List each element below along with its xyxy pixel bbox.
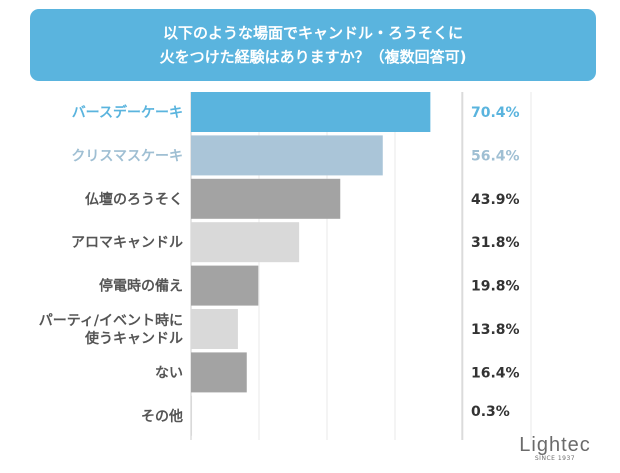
chart-title-line2: 火をつけた経験はありますか？（複数回答可) <box>159 48 467 66</box>
value-label-1: 70.4% <box>471 105 520 121</box>
lightec-logo: Lightec SINCE 1937 <box>510 435 600 469</box>
category-label-7: ない <box>155 365 183 381</box>
value-label-2: 56.4% <box>471 148 520 164</box>
category-label-5: 停電時の備え <box>99 278 183 295</box>
bar-8 <box>191 395 193 436</box>
bar-4 <box>191 222 300 263</box>
value-label-5: 19.8% <box>471 279 520 295</box>
bar-6 <box>191 309 238 349</box>
category-label-1: バースデーケーキ <box>72 104 183 121</box>
bar-3 <box>191 178 341 219</box>
bar-2 <box>191 135 383 176</box>
bar-1 <box>191 92 431 132</box>
value-label-6: 13.8% <box>471 322 520 338</box>
chart-title-banner: 以下のような場面でキャンドル・ろうそくに 火をつけた経験はありますか？（複数回答… <box>30 9 596 81</box>
category-label-8: その他 <box>141 408 183 425</box>
category-label-4: アロマキャンドル <box>71 235 183 251</box>
value-label-3: 43.9% <box>471 192 520 208</box>
logo-word: Lightec <box>519 434 591 456</box>
logo-tagline: SINCE 1937 <box>534 455 576 462</box>
category-label-6: パーティ/イベント時に使うキャンドル <box>39 312 183 347</box>
value-label-7: 16.4% <box>471 365 520 381</box>
category-label-3: 仏壇のろうそく <box>85 191 183 208</box>
bar-5 <box>191 265 259 306</box>
value-label-8: 0.3% <box>471 404 510 420</box>
value-label-4: 31.8% <box>471 235 520 251</box>
bar-7 <box>191 352 247 393</box>
chart-title-line1: 以下のような場面でキャンドル・ろうそくに <box>162 24 463 42</box>
category-label-2: クリスマスケーキ <box>71 148 183 164</box>
